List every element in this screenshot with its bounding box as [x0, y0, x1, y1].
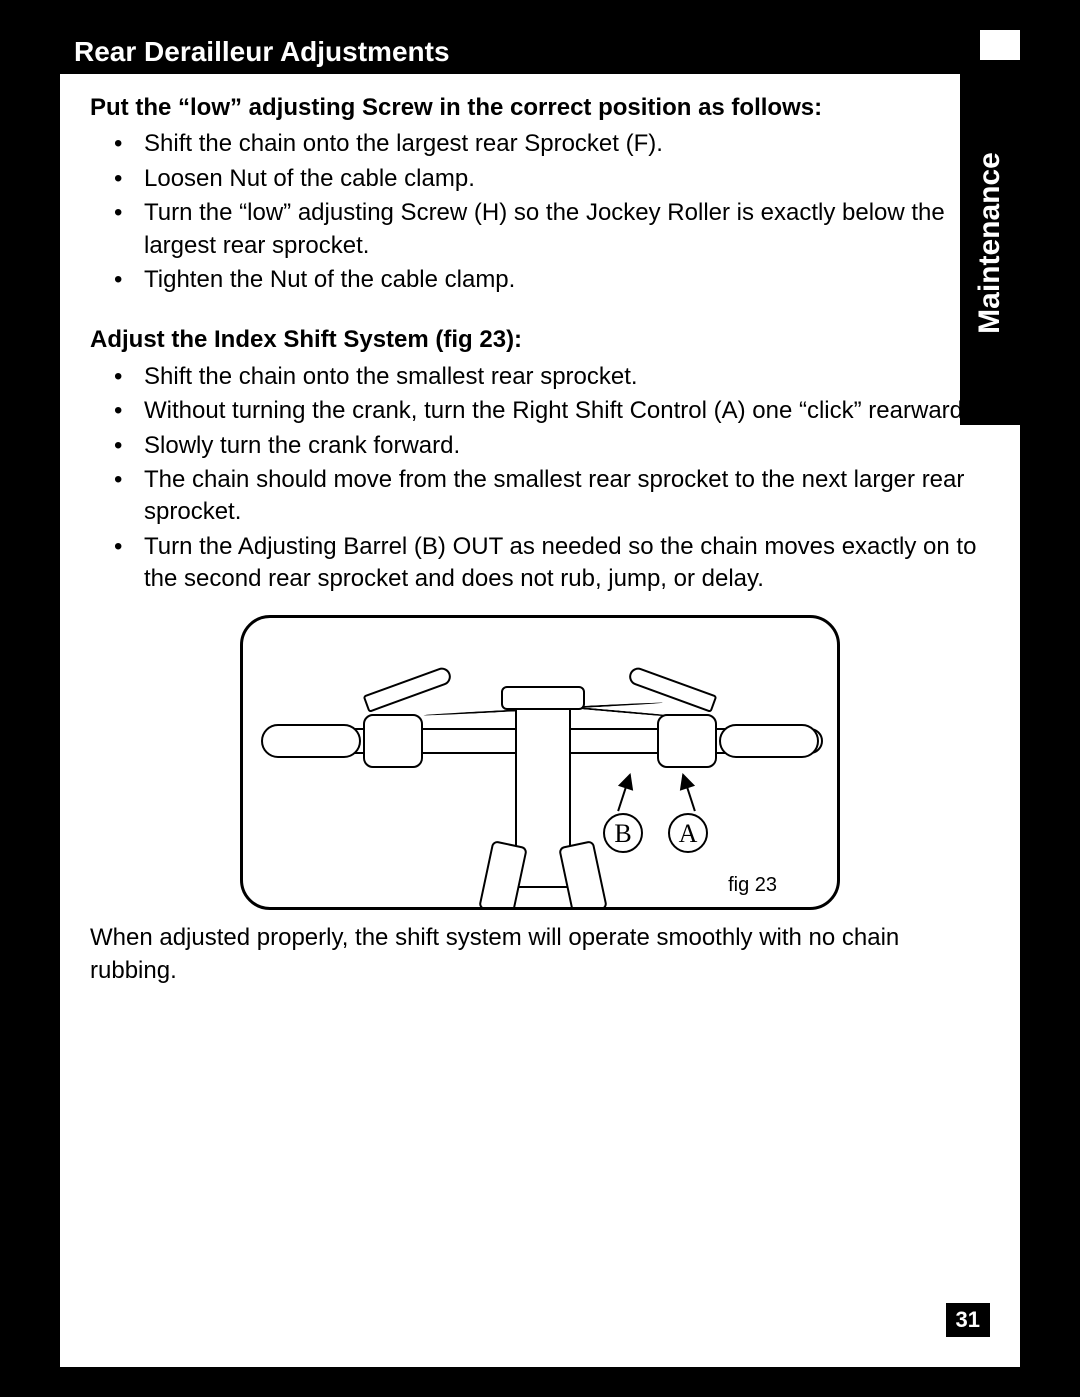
- list-item: Slowly turn the crank forward.: [114, 430, 990, 462]
- figure-23: B A fig 23: [240, 615, 840, 910]
- fork-left-icon: [478, 840, 528, 910]
- closing-text: When adjusted properly, the shift system…: [90, 922, 990, 987]
- list-item: Shift the chain onto the smallest rear s…: [114, 361, 990, 393]
- section1-list: Shift the chain onto the largest rear Sp…: [90, 128, 990, 296]
- content: Put the “low” adjusting Screw in the cor…: [60, 74, 1020, 987]
- shifter-right-icon: [657, 714, 717, 768]
- figure-caption: fig 23: [728, 872, 777, 899]
- fork-right-icon: [558, 840, 608, 910]
- grip-left-icon: [261, 724, 361, 758]
- page-title: Rear Derailleur Adjustments: [60, 30, 980, 74]
- grip-right-icon: [719, 724, 819, 758]
- list-item: Shift the chain onto the largest rear Sp…: [114, 128, 990, 160]
- list-item: The chain should move from the smallest …: [114, 464, 990, 529]
- list-item: Without turning the crank, turn the Righ…: [114, 395, 990, 427]
- list-item: Loosen Nut of the cable clamp.: [114, 163, 990, 195]
- list-item: Turn the “low” adjusting Screw (H) so th…: [114, 197, 990, 262]
- list-item: Tighten the Nut of the cable clamp.: [114, 264, 990, 296]
- section2-heading: Adjust the Index Shift System (fig 23):: [90, 324, 990, 356]
- arrow-a-icon: [682, 775, 696, 812]
- callout-b: B: [603, 813, 643, 853]
- arrow-b-icon: [617, 775, 631, 812]
- page-number: 31: [946, 1303, 990, 1337]
- brake-lever-right-icon: [627, 666, 718, 714]
- figure-wrap: B A fig 23: [90, 615, 990, 910]
- page: Rear Derailleur Adjustments Maintenance …: [60, 30, 1020, 1367]
- list-item: Turn the Adjusting Barrel (B) OUT as nee…: [114, 531, 990, 596]
- brake-lever-left-icon: [363, 666, 454, 714]
- section2-list: Shift the chain onto the smallest rear s…: [90, 361, 990, 596]
- section1-heading: Put the “low” adjusting Screw in the cor…: [90, 92, 990, 124]
- shifter-left-icon: [363, 714, 423, 768]
- callout-a: A: [668, 813, 708, 853]
- stem-cap-icon: [501, 686, 585, 710]
